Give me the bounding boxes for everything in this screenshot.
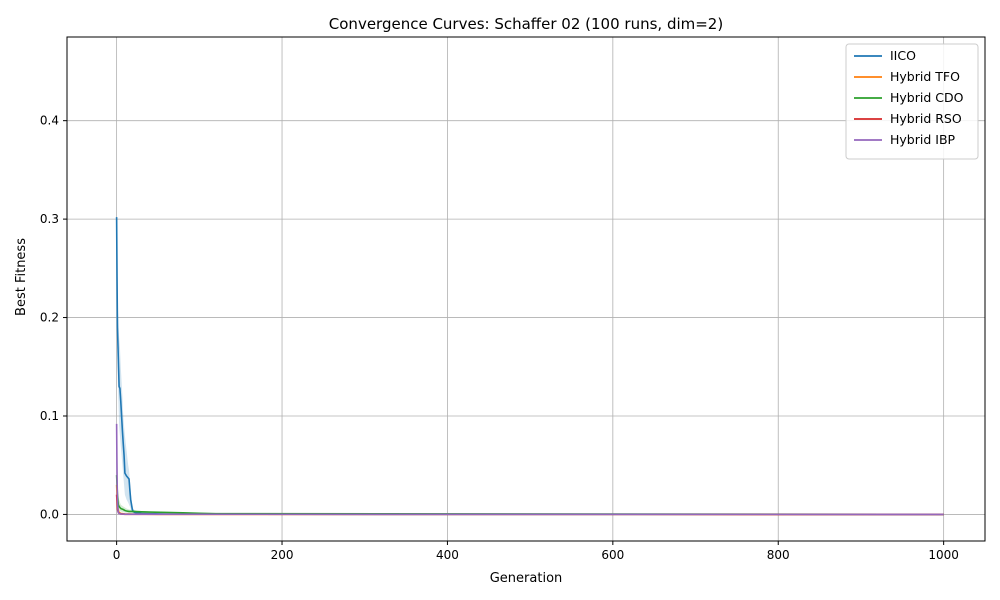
- x-axis-label: Generation: [490, 571, 563, 586]
- legend-label-hybrid-rso: Hybrid RSO: [890, 111, 962, 126]
- series-line-hybrid-ibp: [115, 423, 944, 516]
- y-tick-label: 0.1: [40, 409, 59, 423]
- series-line-iico: [115, 217, 944, 516]
- legend-label-hybrid-tfo: Hybrid TFO: [890, 69, 960, 84]
- y-tick-label: 0.3: [40, 212, 59, 226]
- y-axis-label: Best Fitness: [14, 238, 29, 316]
- x-tick-label: 800: [767, 548, 790, 562]
- legend-label-hybrid-ibp: Hybrid IBP: [890, 132, 956, 147]
- legend-label-hybrid-cdo: Hybrid CDO: [890, 90, 964, 105]
- x-tick-label: 1000: [928, 548, 959, 562]
- x-tick-label: 600: [601, 548, 624, 562]
- x-axis-ticks: 0 200 400 600 800 1000: [113, 541, 959, 562]
- y-axis-ticks: 0.0 0.1 0.2 0.3 0.4: [40, 114, 67, 521]
- legend-label-iico: IICO: [890, 48, 916, 63]
- legend: IICO Hybrid TFO Hybrid CDO Hybrid RSO Hybrid…: [845, 43, 979, 160]
- y-tick-label: 0.0: [40, 507, 59, 521]
- x-tick-label: 0: [113, 548, 121, 562]
- x-tick-label: 400: [436, 548, 459, 562]
- series-line-hybrid-cdo: [115, 475, 944, 516]
- x-tick-label: 200: [271, 548, 294, 562]
- legend-box: [845, 43, 979, 160]
- plot-area-frame: [66, 36, 986, 542]
- series-lines: [115, 217, 944, 516]
- y-tick-label: 0.2: [40, 311, 59, 325]
- y-tick-label: 0.4: [40, 114, 59, 128]
- chart-title: Convergence Curves: Schaffer 02 (100 run…: [329, 15, 723, 33]
